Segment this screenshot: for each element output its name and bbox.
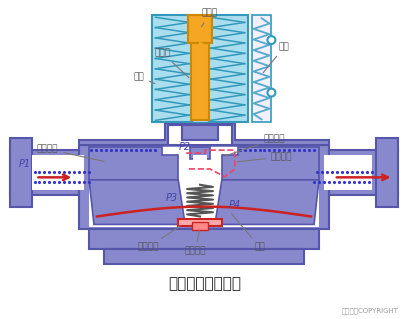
Bar [182, 122, 218, 140]
Text: P2: P2 [179, 142, 191, 152]
Text: 管道联系式电磁阀: 管道联系式电磁阀 [169, 276, 242, 292]
Bar [10, 150, 79, 195]
Bar [193, 155, 207, 161]
Text: 主阀阀座: 主阀阀座 [138, 226, 180, 252]
Bar [192, 15, 208, 122]
Bar [190, 147, 210, 159]
Polygon shape [222, 147, 319, 180]
Bar [188, 15, 212, 43]
Text: 定铁心: 定铁心 [201, 9, 218, 27]
Bar [32, 155, 84, 190]
Text: 守阀阀座: 守阀阀座 [224, 135, 285, 156]
Circle shape [268, 89, 275, 97]
Text: 动铁心: 动铁心 [154, 48, 189, 78]
Text: 泄压孔道: 泄压孔道 [238, 152, 292, 162]
Bar [252, 15, 271, 122]
Bar [192, 222, 208, 230]
Polygon shape [79, 123, 329, 145]
Text: P4: P4 [229, 200, 241, 210]
Text: P3: P3 [166, 193, 178, 203]
Text: 线圈: 线圈 [133, 72, 155, 84]
Bar [10, 138, 32, 207]
Text: P1: P1 [18, 160, 31, 169]
Text: 膜片: 膜片 [231, 214, 265, 252]
Text: 平衡孔道: 平衡孔道 [37, 145, 104, 161]
Bar [208, 15, 248, 122]
Polygon shape [89, 147, 319, 227]
Bar [104, 249, 304, 264]
Text: 东方仿真COPYRIGHT: 东方仿真COPYRIGHT [341, 308, 398, 314]
Bar [152, 15, 192, 122]
Polygon shape [79, 145, 329, 229]
Bar [329, 150, 398, 195]
Text: 主阀阀芯: 主阀阀芯 [185, 230, 206, 256]
Circle shape [268, 36, 275, 44]
Polygon shape [89, 147, 178, 180]
Polygon shape [215, 180, 319, 225]
Bar [376, 138, 398, 207]
Polygon shape [89, 180, 185, 225]
Bar [324, 155, 372, 190]
Bar [89, 229, 319, 249]
Text: 弹簧: 弹簧 [263, 42, 290, 73]
Bar [191, 43, 209, 120]
Bar [178, 219, 222, 226]
